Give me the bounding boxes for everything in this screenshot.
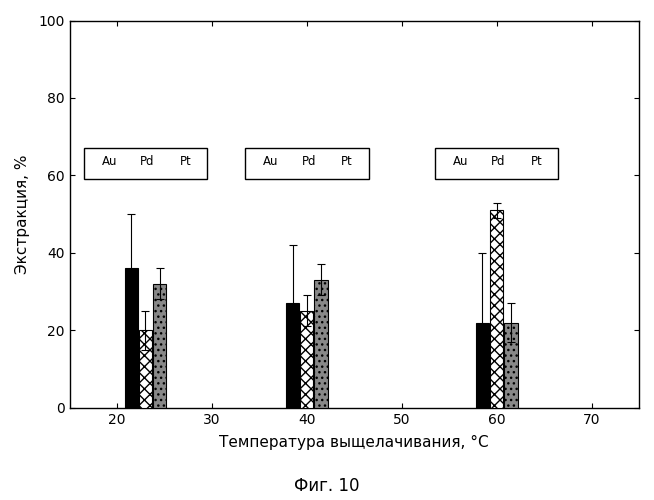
Text: Pd: Pd [491, 156, 506, 168]
FancyBboxPatch shape [245, 148, 368, 180]
Text: Pd: Pd [140, 156, 154, 168]
Text: Pd: Pd [301, 156, 316, 168]
Text: Pt: Pt [530, 156, 542, 168]
X-axis label: Температура выщелачивания, °C: Температура выщелачивания, °C [220, 435, 489, 450]
Text: Фиг. 10: Фиг. 10 [294, 477, 360, 495]
FancyBboxPatch shape [435, 148, 559, 180]
FancyBboxPatch shape [84, 148, 207, 180]
Bar [490, 210, 504, 408]
Text: Au: Au [263, 156, 279, 168]
Bar [315, 280, 328, 408]
Y-axis label: Экстракция, %: Экстракция, % [15, 154, 30, 274]
Text: Pt: Pt [341, 156, 353, 168]
Bar [125, 268, 138, 408]
Bar [286, 303, 300, 408]
Text: Au: Au [101, 156, 117, 168]
Bar [504, 322, 517, 408]
Bar [475, 322, 489, 408]
Text: Au: Au [453, 156, 468, 168]
Text: Pt: Pt [179, 156, 191, 168]
Bar [153, 284, 166, 408]
Bar [139, 330, 152, 408]
Bar [300, 311, 313, 408]
